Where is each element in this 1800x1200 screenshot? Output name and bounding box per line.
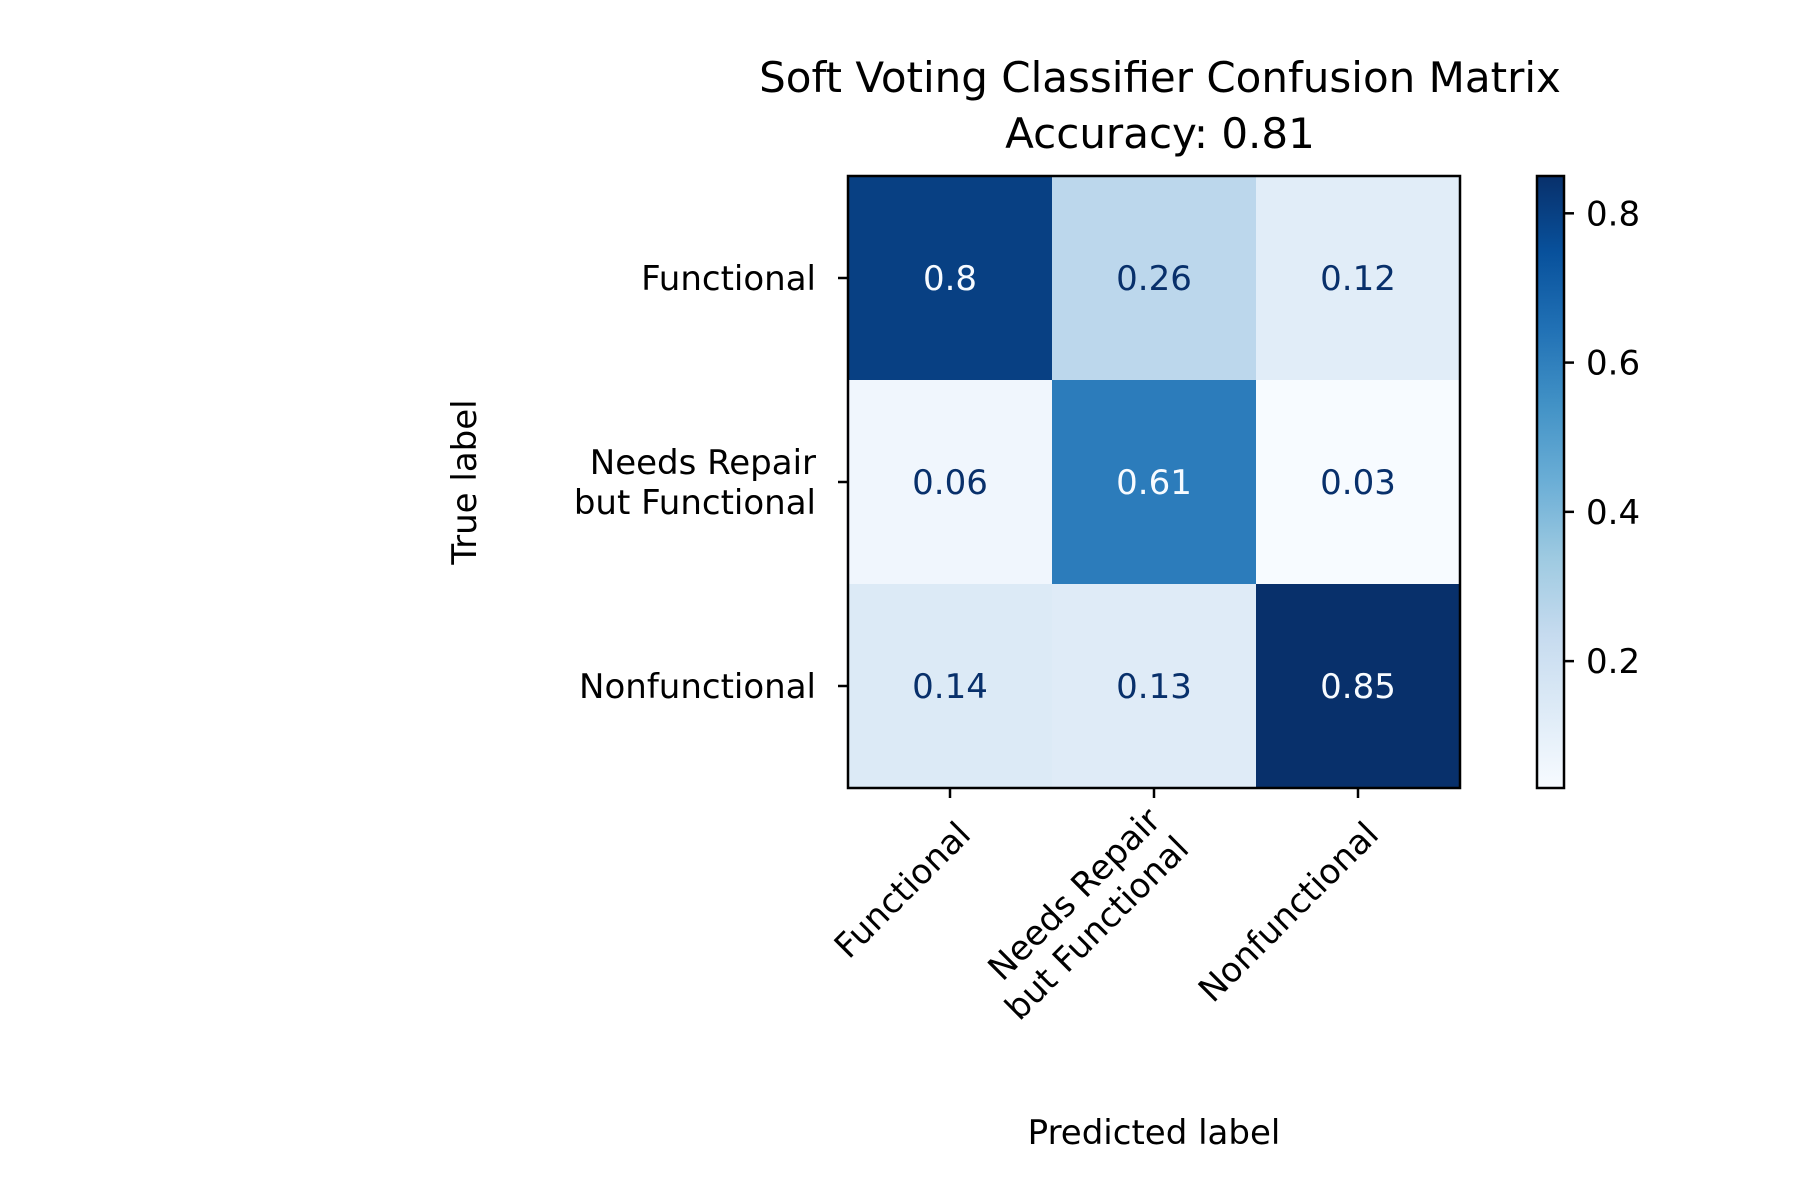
heatmap-cells xyxy=(848,176,1461,789)
cell-value-label: 0.03 xyxy=(1320,463,1396,503)
cell-value-label: 0.14 xyxy=(912,667,988,707)
chart-title: Soft Voting Classifier Confusion Matrix xyxy=(759,53,1561,102)
heatmap-cell xyxy=(848,584,1053,789)
x-tick-label: Needs Repairbut Functional xyxy=(969,800,1197,1028)
chart-subtitle: Accuracy: 0.81 xyxy=(1005,109,1315,158)
cell-value-label: 0.8 xyxy=(923,259,977,299)
colorbar-tick-label: 0.2 xyxy=(1586,642,1640,682)
y-axis-label: True label xyxy=(445,399,485,565)
y-tick-label: Functional xyxy=(641,259,816,299)
x-axis-ticks: Functional Needs Repairbut FunctionalNonf… xyxy=(827,788,1387,1028)
heatmap-cell xyxy=(1256,176,1461,381)
colorbar-tick-label: 0.6 xyxy=(1586,344,1640,384)
x-axis-label: Predicted label xyxy=(1028,1113,1281,1153)
y-tick-label: Nonfunctional xyxy=(579,667,816,707)
cell-value-label: 0.85 xyxy=(1320,667,1396,707)
heatmap-cell xyxy=(1256,584,1461,789)
heatmap-cell xyxy=(848,380,1053,585)
heatmap-cell xyxy=(1052,584,1257,789)
colorbar-tick-label: 0.4 xyxy=(1586,493,1640,533)
heatmap-cell xyxy=(1052,176,1257,381)
cell-value-label: 0.12 xyxy=(1320,259,1396,299)
y-axis-ticks: Functional Needs Repair but Functional Nonf… xyxy=(574,259,848,707)
heatmap-cell xyxy=(1052,380,1257,585)
colorbar-tick-label: 0.8 xyxy=(1586,194,1640,234)
cell-value-label: 0.26 xyxy=(1116,259,1192,299)
colorbar-ticks: 0.2 0.4 0.6 0.8 xyxy=(1564,194,1640,682)
y-tick-label: Needs Repair but Functional xyxy=(574,443,816,523)
cell-value-label: 0.06 xyxy=(912,463,988,503)
heatmap-cell-labels: 0.8 0.26 0.12 0.06 0.61 0.03 0.14 0.13 0.85 xyxy=(912,259,1396,707)
cell-value-label: 0.61 xyxy=(1116,463,1192,503)
cell-value-label: 0.13 xyxy=(1116,667,1192,707)
x-tick-label: Functional xyxy=(827,815,979,967)
heatmap-cell xyxy=(848,176,1053,381)
colorbar xyxy=(1535,174,1566,790)
x-tick-label: Nonfunctional xyxy=(1191,815,1387,1011)
heatmap-cell xyxy=(1256,380,1461,585)
